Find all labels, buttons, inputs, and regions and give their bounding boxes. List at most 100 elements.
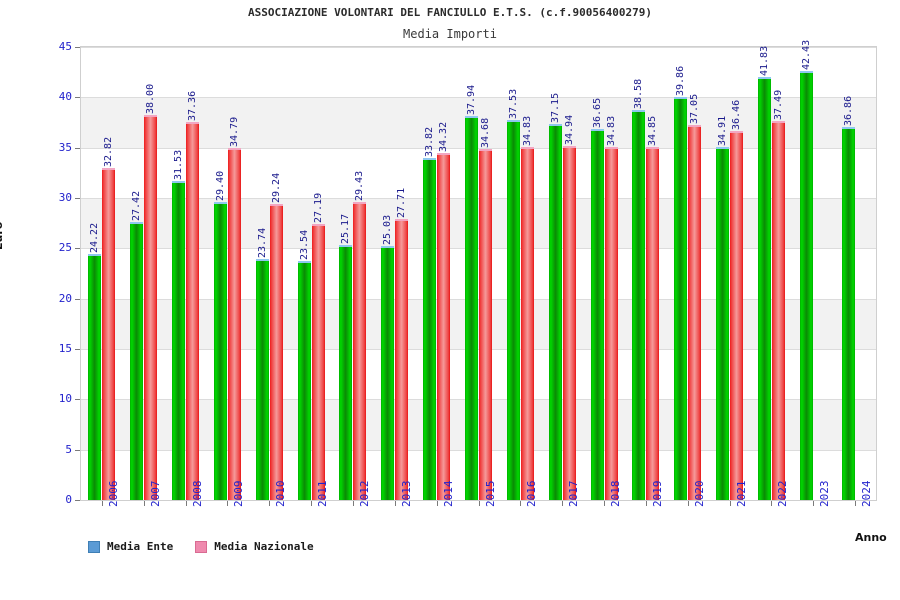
y-axis-tick-mark [75, 399, 80, 401]
bar-value-label: 27.71 [396, 187, 408, 219]
x-axis-tick-mark [855, 501, 856, 506]
y-axis-tick-label: 25 [58, 241, 72, 255]
bar-value-label: 36.65 [591, 97, 603, 129]
background-band [81, 198, 876, 249]
bar-media-ente[interactable] [799, 70, 813, 500]
bar-value-label: 34.83 [605, 116, 617, 147]
y-axis-tick-label: 40 [58, 90, 72, 104]
legend-swatch-icon [195, 540, 208, 553]
bar-value-label: 34.83 [521, 116, 533, 147]
bar-media-nazionale[interactable] [479, 148, 492, 500]
x-axis-tick-mark [353, 501, 354, 506]
x-axis-title: Anno [855, 531, 887, 544]
bar-media-nazionale[interactable] [395, 219, 409, 500]
bar-media-nazionale[interactable] [688, 125, 702, 500]
bar-media-nazionale[interactable] [144, 115, 158, 500]
bar-media-ente[interactable] [548, 124, 562, 500]
x-axis-tick-label: 2006 [106, 480, 120, 508]
x-axis-tick-label: 2009 [232, 480, 246, 508]
y-axis-tick-mark [75, 500, 80, 501]
gridline [81, 148, 876, 149]
x-axis-tick-mark [771, 501, 772, 506]
bar-value-label: 27.19 [312, 193, 324, 224]
x-axis-tick-mark [311, 501, 312, 506]
bar-value-label: 34.91 [717, 115, 729, 146]
bar-media-ente[interactable] [130, 221, 144, 500]
legend-label: Media Ente [107, 540, 174, 553]
bar-media-ente[interactable] [88, 254, 102, 500]
x-axis-tick-label: 2024 [860, 480, 874, 508]
x-axis-tick-mark [186, 501, 187, 506]
bar-value-label: 33.82 [424, 126, 436, 157]
x-axis-tick-mark [520, 501, 521, 506]
x-axis-tick-mark [395, 501, 396, 506]
bar-media-ente[interactable] [381, 246, 395, 500]
bar-media-nazionale[interactable] [227, 147, 241, 500]
bar-media-ente[interactable] [255, 259, 269, 500]
bar-media-ente[interactable] [172, 180, 186, 500]
y-axis-tick-label: 35 [58, 140, 72, 154]
x-axis-tick-label: 2020 [692, 480, 706, 508]
bar-media-ente[interactable] [213, 202, 227, 500]
bar-media-ente[interactable] [757, 76, 771, 500]
bar-media-ente[interactable] [297, 261, 311, 500]
bar-media-nazionale[interactable] [646, 147, 660, 500]
x-axis-tick-mark [437, 501, 438, 506]
background-band [81, 298, 876, 349]
bar-media-nazionale[interactable] [520, 147, 534, 500]
y-axis-tick-label: 45 [58, 40, 72, 53]
bar-value-label: 32.82 [103, 136, 115, 167]
bar-value-label: 37.94 [466, 84, 477, 116]
bar-media-nazionale[interactable] [269, 203, 283, 500]
y-axis-tick-label: 0 [65, 493, 72, 506]
bar-media-ente[interactable] [590, 129, 604, 500]
bar-value-label: 27.42 [131, 190, 143, 221]
bar-media-nazionale[interactable] [102, 167, 116, 500]
x-axis-tick-mark [479, 501, 480, 506]
bar-media-nazionale[interactable] [562, 146, 576, 500]
bar-media-ente[interactable] [841, 126, 855, 500]
bar-media-ente[interactable] [674, 96, 688, 500]
y-axis-tick-label: 10 [58, 392, 72, 406]
chart-legend: Media Ente Media Nazionale [88, 540, 314, 553]
bar-media-ente[interactable] [506, 120, 520, 500]
bar-media-ente[interactable] [423, 157, 437, 500]
bar-media-nazionale[interactable] [771, 120, 785, 500]
x-axis-tick-label: 2007 [148, 480, 162, 508]
bar-media-nazionale[interactable] [437, 152, 451, 500]
bar-media-nazionale[interactable] [730, 130, 744, 500]
x-axis-tick-label: 2022 [776, 480, 790, 508]
bar-value-label: 34.68 [480, 117, 491, 148]
bar-value-label: 42.43 [800, 39, 812, 70]
y-axis-tick-label: 20 [58, 291, 72, 305]
legend-item-naz[interactable]: Media Nazionale [195, 540, 314, 553]
bar-media-ente[interactable] [465, 116, 478, 500]
bar-media-ente[interactable] [339, 244, 353, 500]
bar-media-ente[interactable] [716, 146, 730, 500]
bar-media-nazionale[interactable] [353, 201, 367, 500]
bar-media-ente[interactable] [632, 109, 646, 500]
bar-media-nazionale[interactable] [604, 147, 618, 500]
x-axis-tick-label: 2017 [567, 480, 581, 508]
gridline [81, 299, 876, 300]
y-axis-tick-label: 30 [58, 191, 72, 204]
bar-value-label: 25.03 [382, 214, 394, 246]
y-axis-tick-label: 5 [65, 442, 72, 456]
gridline [81, 97, 876, 98]
legend-item-ente[interactable]: Media Ente [88, 540, 173, 553]
bar-value-label: 37.49 [772, 89, 784, 120]
bar-value-label: 23.54 [298, 229, 310, 261]
bar-value-label: 38.58 [633, 78, 645, 109]
bar-media-nazionale[interactable] [186, 121, 200, 500]
bar-value-label: 34.79 [228, 116, 240, 147]
gridline [81, 349, 876, 350]
bar-media-nazionale[interactable] [311, 224, 325, 500]
bar-value-label: 34.85 [647, 116, 659, 147]
y-axis-tick-mark [75, 298, 80, 300]
legend-label: Media Nazionale [214, 540, 314, 553]
plot-area: 24.22 32.82 27.42 38.00 31.53 37.36 29.40 34.79… [80, 40, 877, 501]
bar-value-label: 29.43 [354, 170, 366, 201]
bar-value-label: 31.53 [173, 149, 185, 180]
gridline [81, 399, 876, 400]
